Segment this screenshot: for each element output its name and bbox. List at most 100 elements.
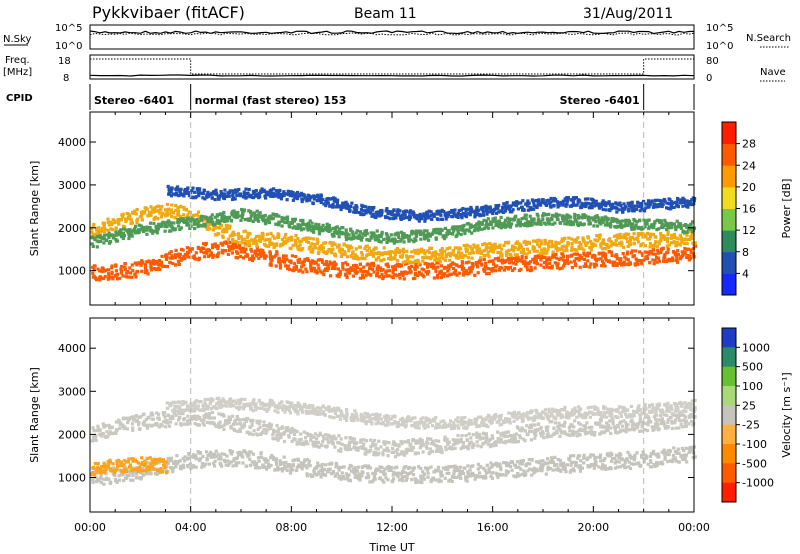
heatmap-cell (91, 265, 95, 269)
heatmap-cell (560, 239, 564, 244)
heatmap-cell (240, 424, 244, 428)
heatmap-cell (655, 245, 659, 249)
heatmap-cell (391, 479, 395, 483)
heatmap-cell (344, 273, 348, 278)
heatmap-cell (339, 251, 343, 255)
heatmap-cell (261, 465, 265, 469)
heatmap-cell (483, 249, 487, 253)
heatmap-cell (91, 435, 96, 439)
heatmap-cell (163, 415, 167, 419)
heatmap-cell (357, 236, 361, 240)
heatmap-cell (580, 246, 584, 250)
heatmap-cell (345, 475, 349, 480)
heatmap-cell (616, 220, 620, 224)
heatmap-cell (455, 465, 459, 470)
heatmap-cell (227, 420, 231, 424)
heatmap-cell (382, 237, 386, 242)
heatmap-cell (429, 213, 433, 217)
heatmap-cell (560, 252, 564, 256)
heatmap-cell (591, 201, 595, 205)
heatmap-cell (643, 221, 648, 225)
heatmap-cell (125, 473, 129, 478)
heatmap-cell (656, 455, 660, 459)
heatmap-cell (457, 250, 461, 254)
heatmap-cell (585, 202, 589, 206)
heatmap-cell (659, 234, 663, 238)
heatmap-cell (295, 226, 299, 230)
heatmap-cell (318, 269, 322, 273)
heatmap-cell (198, 187, 202, 191)
heatmap-cell (244, 419, 248, 423)
heatmap-cell (208, 192, 212, 196)
heatmap-cell (684, 446, 688, 450)
heatmap-cell (213, 242, 217, 246)
heatmap-cell (436, 265, 440, 269)
heatmap-cell (322, 241, 326, 245)
heatmap-cell (558, 221, 563, 225)
heatmap-cell (376, 210, 380, 214)
heatmap-cell (570, 266, 574, 270)
heatmap-cell (278, 188, 282, 192)
heatmap-cell (373, 471, 378, 476)
heatmap-cell (691, 252, 695, 256)
heatmap-cell (169, 229, 173, 233)
heatmap-cell (693, 244, 698, 248)
heatmap-cell (533, 469, 537, 473)
heatmap-cell (533, 246, 537, 250)
heatmap-cell (392, 477, 396, 481)
heatmap-cell (130, 466, 134, 470)
heatmap-cell (92, 222, 96, 227)
heatmap-cell (267, 220, 271, 225)
heatmap-cell (408, 209, 413, 213)
heatmap-cell (361, 232, 365, 236)
heatmap-cell (389, 239, 393, 243)
heatmap-cell (232, 427, 236, 431)
heatmap-cell (235, 245, 239, 249)
heatmap-cell (147, 259, 151, 263)
heatmap-cell (297, 257, 301, 261)
heatmap-cell (411, 468, 415, 472)
heatmap-cell (160, 224, 164, 228)
heatmap-cell (230, 189, 234, 193)
heatmap-cell (652, 452, 656, 456)
heatmap-cell (161, 467, 165, 471)
heatmap-cell (282, 242, 286, 246)
heatmap-cell (337, 465, 341, 469)
heatmap-cell (271, 191, 276, 195)
heatmap-cell (614, 201, 618, 205)
heatmap-cell (582, 461, 586, 465)
heatmap-cell (626, 244, 630, 249)
heatmap-cell (453, 227, 457, 231)
heatmap-cell (434, 237, 438, 241)
heatmap-cell (492, 262, 496, 266)
heatmap-cell (107, 268, 111, 272)
heatmap-cell (603, 464, 607, 468)
heatmap-cell (484, 219, 489, 223)
heatmap-cell (179, 423, 183, 427)
heatmap-cell (349, 254, 353, 258)
heatmap-cell (125, 211, 129, 216)
heatmap-cell (629, 205, 633, 209)
heatmap-cell (302, 259, 306, 263)
heatmap-cell (335, 274, 339, 278)
heatmap-cell (682, 224, 686, 228)
heatmap-cell (534, 204, 538, 208)
heatmap-cell (586, 215, 590, 219)
heatmap-cell (289, 468, 293, 472)
heatmap-cell (323, 473, 328, 477)
heatmap-cell (426, 272, 430, 276)
heatmap-cell (104, 472, 108, 476)
heatmap-cell (627, 204, 631, 208)
heatmap-cell (148, 225, 152, 230)
heatmap-cell (583, 253, 587, 257)
heatmap-cell (438, 256, 442, 260)
heatmap-cell (133, 272, 137, 277)
heatmap-cell (508, 217, 512, 221)
heatmap-cell (185, 246, 189, 250)
heatmap-cell (130, 263, 134, 267)
heatmap-cell (433, 258, 437, 262)
heatmap-cell (385, 233, 389, 237)
heatmap-cell (268, 422, 272, 426)
heatmap-cell (262, 420, 266, 424)
heatmap-cell (241, 426, 245, 430)
